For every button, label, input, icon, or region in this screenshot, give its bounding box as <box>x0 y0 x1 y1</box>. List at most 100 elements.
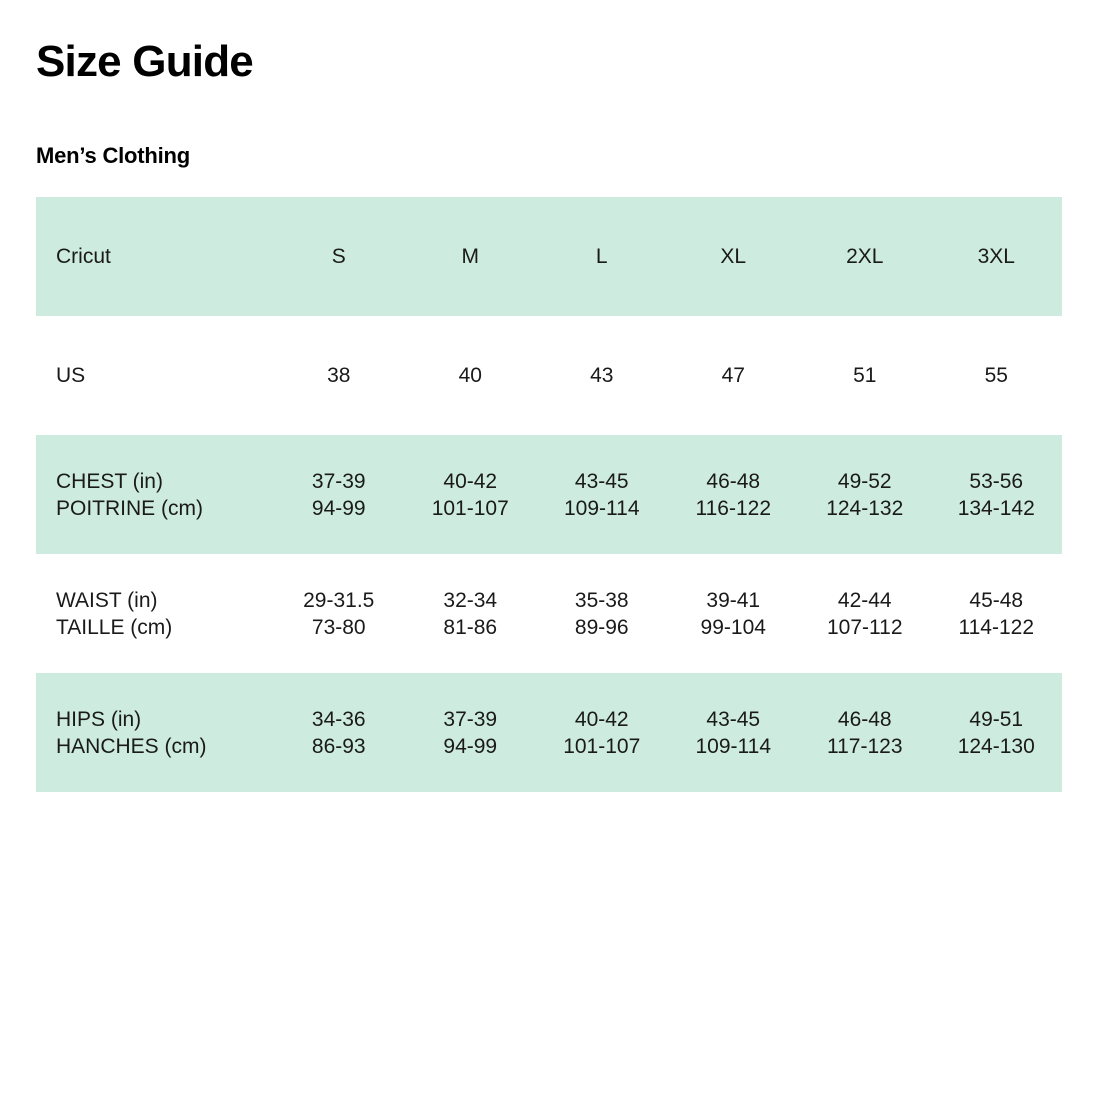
cell-line: 2XL <box>846 245 884 268</box>
cell-line: 101-107 <box>431 496 509 520</box>
cell-line: CHEST (in) <box>56 469 163 493</box>
cell-us-size-col6: 55 <box>931 362 1063 389</box>
section-title-mens-clothing: Men’s Clothing <box>36 143 191 168</box>
cell-line: 107-112 <box>826 615 903 639</box>
cell-chest-col1: 37-39 94-99 <box>273 468 405 522</box>
cell-hips-col5: 46-48 117-123 <box>799 706 931 760</box>
cell-chest-col2: 40-42 101-107 <box>405 468 537 522</box>
row-label-us-size: US <box>36 362 273 389</box>
cell-line: 45-48 <box>969 588 1024 612</box>
cell-line: XL <box>720 245 747 268</box>
cell-line: 38 <box>327 364 351 387</box>
cell-sizes-header-col1: S <box>273 243 405 270</box>
cell-line: 47 <box>721 364 745 387</box>
cell-line: 40 <box>458 364 482 387</box>
cell-line: M <box>461 245 480 268</box>
cell-line: 40-42 <box>574 707 629 731</box>
cell-line: 73-80 <box>311 615 366 639</box>
cell-line: 124-132 <box>826 496 904 520</box>
cell-waist-col3: 35-38 89-96 <box>536 587 668 641</box>
cell-line: 49-51 <box>969 707 1024 731</box>
cell-line: 43-45 <box>706 707 761 731</box>
cell-chest-col4: 46-48 116-122 <box>668 468 800 522</box>
size-guide-page: Size Guide Men’s Clothing Cricut S M L XL 2XL… <box>36 37 1062 792</box>
cell-line: S <box>331 245 346 268</box>
cell-us-size-col2: 40 <box>405 362 537 389</box>
row-label-hips: HIPS (in) HANCHES (cm) <box>36 706 273 760</box>
cell-sizes-header-col6: 3XL <box>931 243 1063 270</box>
cell-line: HANCHES (cm) <box>56 734 207 758</box>
cell-us-size-col4: 47 <box>668 362 800 389</box>
table-row-hips: HIPS (in) HANCHES (cm) 34-36 86-93 37-39 94-9… <box>36 673 1062 792</box>
cell-sizes-header-col2: M <box>405 243 537 270</box>
cell-line: 114-122 <box>958 615 1034 639</box>
table-row-sizes-header: Cricut S M L XL 2XL 3XL <box>36 197 1062 316</box>
cell-chest-col6: 53-56 134-142 <box>931 468 1063 522</box>
cell-line: 101-107 <box>563 734 641 758</box>
table-row-chest: CHEST (in) POITRINE (cm) 37-39 94-99 40-42 10… <box>36 435 1062 554</box>
cell-line: 134-142 <box>957 496 1035 520</box>
cell-us-size-col3: 43 <box>536 362 668 389</box>
cell-line: 49-52 <box>837 469 892 493</box>
cell-line: 124-130 <box>957 734 1035 758</box>
cell-line: 109-114 <box>695 734 771 758</box>
size-guide-table: Cricut S M L XL 2XL 3XL US 38 40 43 47 51 55 CHEST (in… <box>36 197 1062 792</box>
row-label-sizes-header: Cricut <box>36 243 273 270</box>
cell-line: POITRINE (cm) <box>56 496 203 520</box>
page-title: Size Guide <box>36 37 254 86</box>
row-label-chest: CHEST (in) POITRINE (cm) <box>36 468 273 522</box>
table-row-us-size: US 38 40 43 47 51 55 <box>36 316 1062 435</box>
cell-line: 46-48 <box>837 707 892 731</box>
cell-line: 116-122 <box>695 496 771 520</box>
cell-hips-col1: 34-36 86-93 <box>273 706 405 760</box>
cell-waist-col5: 42-44 107-112 <box>799 587 931 641</box>
cell-waist-col1: 29-31.5 73-80 <box>273 587 405 641</box>
cell-sizes-header-col4: XL <box>668 243 800 270</box>
cell-line: 37-39 <box>443 707 498 731</box>
cell-line: 43 <box>590 364 614 387</box>
cell-line: TAILLE (cm) <box>56 615 173 639</box>
cell-line: 89-96 <box>574 615 629 639</box>
cell-line: 51 <box>853 364 877 387</box>
cell-line: 40-42 <box>443 469 498 493</box>
cell-line: 46-48 <box>706 469 761 493</box>
cell-line: Cricut <box>56 245 111 268</box>
cell-line: 43-45 <box>574 469 629 493</box>
cell-line: 86-93 <box>311 734 366 758</box>
cell-line: 117-123 <box>826 734 903 758</box>
cell-line: 94-99 <box>443 734 498 758</box>
cell-hips-col3: 40-42 101-107 <box>536 706 668 760</box>
cell-line: 29-31.5 <box>303 588 375 612</box>
cell-line: HIPS (in) <box>56 707 142 731</box>
cell-sizes-header-col5: 2XL <box>799 243 931 270</box>
cell-hips-col2: 37-39 94-99 <box>405 706 537 760</box>
cell-sizes-header-col3: L <box>536 243 668 270</box>
cell-line: 99-104 <box>700 615 766 639</box>
cell-chest-col5: 49-52 124-132 <box>799 468 931 522</box>
cell-waist-col6: 45-48 114-122 <box>931 587 1063 641</box>
cell-line: US <box>56 364 86 387</box>
cell-line: 53-56 <box>969 469 1024 493</box>
cell-line: 42-44 <box>837 588 892 612</box>
cell-line: 94-99 <box>311 496 366 520</box>
table-row-waist: WAIST (in) TAILLE (cm) 29-31.5 73-80 32-34 81… <box>36 554 1062 673</box>
cell-line: 81-86 <box>443 615 498 639</box>
cell-us-size-col5: 51 <box>799 362 931 389</box>
cell-line: 32-34 <box>443 588 498 612</box>
cell-line: 34-36 <box>311 707 366 731</box>
row-label-waist: WAIST (in) TAILLE (cm) <box>36 587 273 641</box>
cell-line: 55 <box>984 364 1008 387</box>
cell-line: 109-114 <box>563 496 640 520</box>
cell-hips-col6: 49-51 124-130 <box>931 706 1063 760</box>
cell-line: L <box>595 245 608 268</box>
cell-hips-col4: 43-45 109-114 <box>668 706 800 760</box>
cell-line: WAIST (in) <box>56 588 158 612</box>
cell-waist-col4: 39-41 99-104 <box>668 587 800 641</box>
cell-waist-col2: 32-34 81-86 <box>405 587 537 641</box>
cell-line: 3XL <box>977 245 1015 268</box>
cell-us-size-col1: 38 <box>273 362 405 389</box>
cell-line: 35-38 <box>574 588 629 612</box>
cell-chest-col3: 43-45 109-114 <box>536 468 668 522</box>
cell-line: 37-39 <box>311 469 366 493</box>
cell-line: 39-41 <box>706 588 761 612</box>
